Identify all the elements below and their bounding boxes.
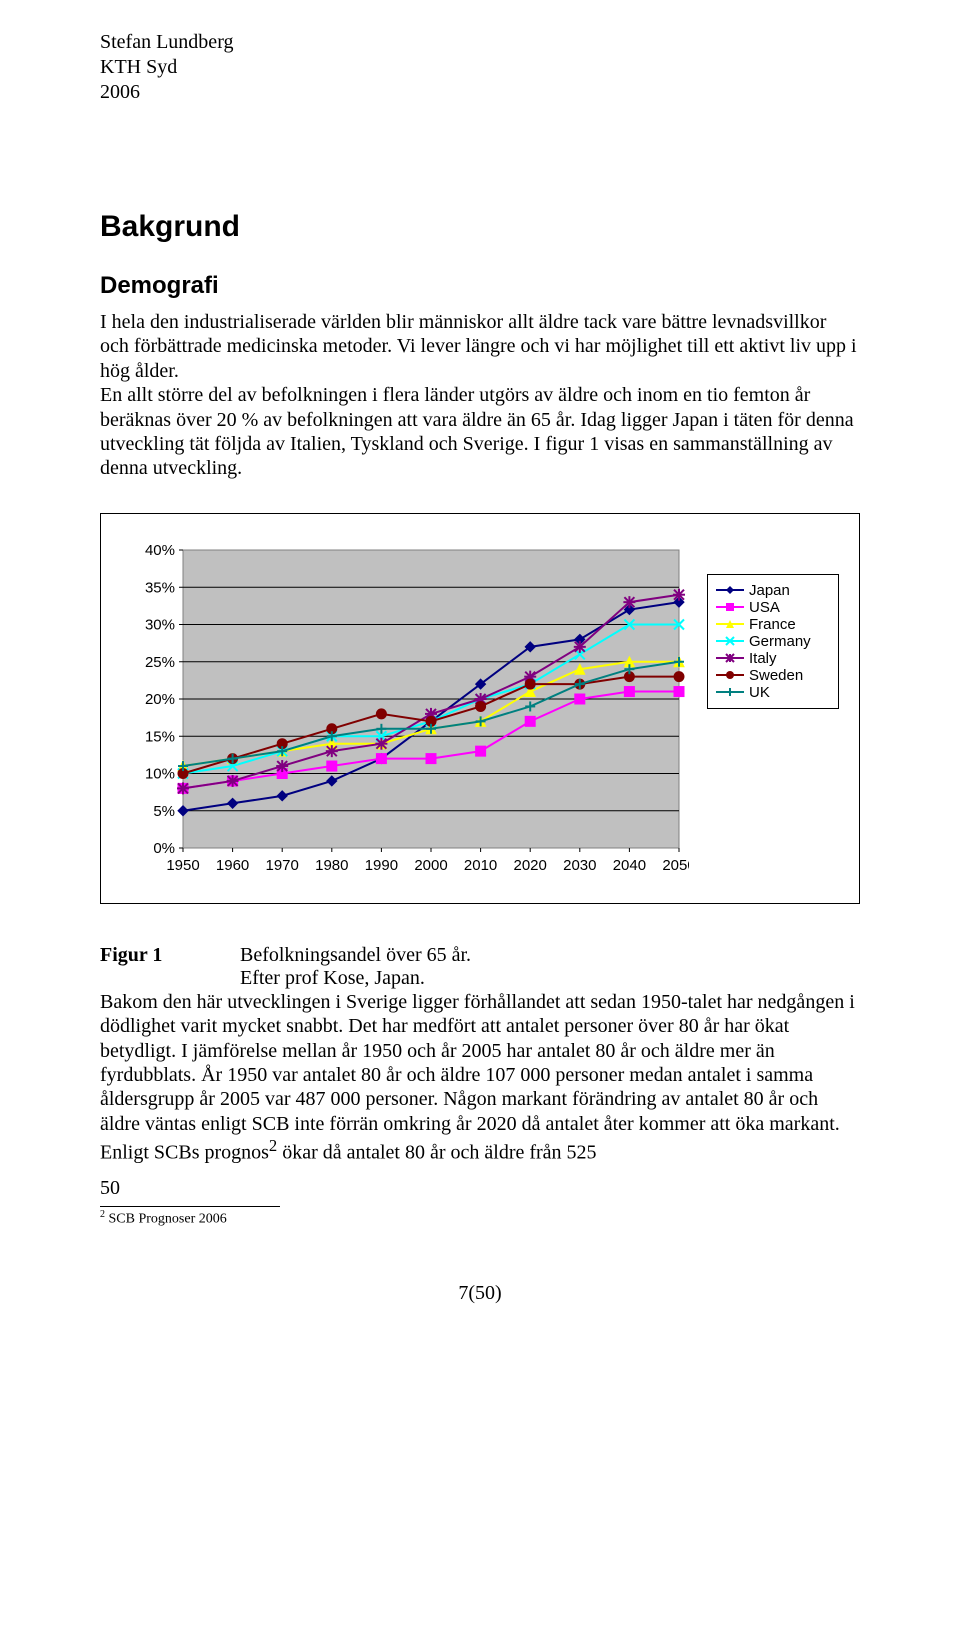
figure-text-line1: Befolkningsandel över 65 år. [240,944,471,966]
svg-text:1960: 1960 [216,857,249,874]
legend-swatch [716,668,744,682]
chart-plot: 0% 5% 10% 15% 20% 25% 30% 35% 40% 1950 1960 1970 198… [129,540,689,885]
figure-label: Figur 1 [100,944,240,990]
legend-item: France [716,617,828,632]
svg-text:5%: 5% [153,802,175,819]
legend-label: Japan [749,583,790,598]
legend-item: Germany [716,634,828,649]
footnote-2-text: SCB Prognoser 2006 [109,1212,227,1227]
legend-label: UK [749,685,770,700]
svg-text:30%: 30% [145,616,175,633]
footnote-rule [100,1206,280,1207]
svg-text:2050: 2050 [662,857,689,874]
paragraph-2-tail: ökar då antalet 80 år och äldre från 525 [277,1142,596,1164]
svg-text:1950: 1950 [166,857,199,874]
svg-text:2020: 2020 [514,857,547,874]
footnote-2: 2 SCB Prognoser 2006 [100,1209,860,1227]
footnote-lead: 50 [100,1177,120,1199]
legend-swatch [716,651,744,665]
legend-item: Sweden [716,668,828,683]
legend-swatch [716,617,744,631]
footnote-ref-2: 2 [269,1136,277,1155]
footnotes-block: 50 2 SCB Prognoser 2006 [100,1177,860,1227]
institution-line: KTH Syd [100,55,860,80]
svg-text:25%: 25% [145,653,175,670]
figure-caption: Figur 1 Befolkningsandel över 65 år. Eft… [100,944,860,990]
chart-frame: 0% 5% 10% 15% 20% 25% 30% 35% 40% 1950 1960 1970 198… [100,513,860,904]
paragraph-2: Bakom den här utvecklingen i Sverige lig… [100,990,860,1165]
legend-swatch [716,634,744,648]
legend-label: USA [749,600,780,615]
page-header: Stefan Lundberg KTH Syd 2006 [100,30,860,105]
legend-label: Sweden [749,668,803,683]
svg-text:20%: 20% [145,691,175,708]
page-number: 7(50) [100,1282,860,1305]
legend-swatch [716,583,744,597]
svg-text:35%: 35% [145,579,175,596]
svg-text:0%: 0% [153,840,175,857]
figure-text: Befolkningsandel över 65 år. Efter prof … [240,944,471,990]
svg-text:10%: 10% [145,765,175,782]
year-line: 2006 [100,80,860,105]
svg-text:15%: 15% [145,728,175,745]
legend-label: France [749,617,796,632]
h2-demografi: Demografi [100,272,860,300]
paragraph-1b: En allt större del av befolkningen i fle… [100,383,860,481]
author-line: Stefan Lundberg [100,30,860,55]
svg-text:40%: 40% [145,542,175,559]
svg-text:1980: 1980 [315,857,348,874]
legend-item: USA [716,600,828,615]
legend-label: Italy [749,651,777,666]
legend-item: Italy [716,651,828,666]
svg-text:2030: 2030 [563,857,596,874]
svg-text:2040: 2040 [613,857,646,874]
paragraph-2-main: Bakom den här utvecklingen i Sverige lig… [100,991,855,1164]
paragraph-1a: I hela den industrialiserade världen bli… [100,310,860,383]
legend-swatch [716,600,744,614]
line-chart-svg: 0% 5% 10% 15% 20% 25% 30% 35% 40% 1950 1960 1970 198… [129,540,689,880]
chart-legend: Japan USA France Germany Italy Sweden UK [707,574,839,709]
figure-text-line2: Efter prof Kose, Japan. [240,967,425,989]
svg-text:2010: 2010 [464,857,497,874]
legend-swatch [716,685,744,699]
legend-label: Germany [749,634,811,649]
h1-bakgrund: Bakgrund [100,210,860,244]
legend-item: Japan [716,583,828,598]
legend-item: UK [716,685,828,700]
svg-text:1990: 1990 [365,857,398,874]
svg-text:2000: 2000 [414,857,447,874]
svg-text:1970: 1970 [266,857,299,874]
